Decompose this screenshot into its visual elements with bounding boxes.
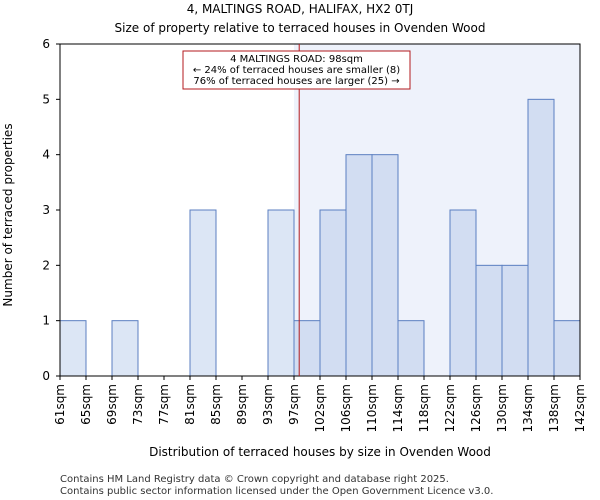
x-tick-label-142sqm: 142sqm xyxy=(573,384,587,432)
x-tick-label-102sqm: 102sqm xyxy=(313,384,327,432)
y-tick-label-3: 3 xyxy=(42,203,50,217)
x-tick-label-110sqm: 110sqm xyxy=(365,384,379,432)
bar-110sqm xyxy=(371,154,399,377)
annotation-line-1: 4 MALTINGS ROAD: 98sqm xyxy=(230,54,363,65)
x-tick-label-130sqm: 130sqm xyxy=(495,384,509,432)
x-tick-label-126sqm: 126sqm xyxy=(469,384,483,432)
x-tick-label-93sqm: 93sqm xyxy=(261,384,275,425)
bar-69sqm xyxy=(111,320,139,377)
x-tick-label-61sqm: 61sqm xyxy=(53,384,67,425)
y-tick-label-0: 0 xyxy=(42,369,50,383)
x-tick-label-118sqm: 118sqm xyxy=(417,384,431,432)
y-tick-label-6: 6 xyxy=(42,37,50,51)
footer-line-1: Contains HM Land Registry data © Crown c… xyxy=(60,474,449,485)
y-tick-label-2: 2 xyxy=(42,258,50,272)
bar-93sqm xyxy=(267,209,295,377)
bar-114sqm xyxy=(397,320,425,377)
x-tick-label-81sqm: 81sqm xyxy=(183,384,197,425)
annotation-line-3: 76% of terraced houses are larger (25) → xyxy=(193,76,399,87)
x-tick-label-85sqm: 85sqm xyxy=(209,384,223,425)
annotation-box xyxy=(182,50,411,90)
x-tick-label-65sqm: 65sqm xyxy=(79,384,93,425)
y-tick-label-5: 5 xyxy=(42,92,50,106)
x-tick-label-77sqm: 77sqm xyxy=(157,384,171,425)
y-axis-label: Number of terraced properties xyxy=(1,123,15,306)
x-tick-label-69sqm: 69sqm xyxy=(105,384,119,425)
x-tick-label-106sqm: 106sqm xyxy=(339,384,353,432)
x-tick-label-97sqm: 97sqm xyxy=(287,384,301,425)
footer-line-2: Contains public sector information licen… xyxy=(60,486,493,497)
bar-122sqm xyxy=(449,209,477,377)
chart-title: 4, MALTINGS ROAD, HALIFAX, HX2 0TJ xyxy=(187,2,414,16)
x-tick-label-89sqm: 89sqm xyxy=(235,384,249,425)
y-tick-label-1: 1 xyxy=(42,314,50,328)
bar-81sqm xyxy=(189,209,217,377)
x-tick-label-122sqm: 122sqm xyxy=(443,384,457,432)
bar-102sqm xyxy=(319,209,347,377)
x-tick-label-114sqm: 114sqm xyxy=(391,384,405,432)
bar-61sqm xyxy=(59,320,87,377)
bar-106sqm xyxy=(345,154,373,377)
x-tick-label-138sqm: 138sqm xyxy=(547,384,561,432)
plot-area: 0 1 2 3 4 5 6 61sqm 65sqm 69sqm 73sqm 77sqm 81sqm 85s… xyxy=(42,37,587,432)
bar-138sqm xyxy=(553,320,581,377)
bar-97sqm xyxy=(293,320,321,377)
chart-subtitle: Size of property relative to terraced ho… xyxy=(115,21,486,35)
bar-126sqm xyxy=(475,264,503,377)
annotation-line-2: ← 24% of terraced houses are smaller (8) xyxy=(193,65,400,76)
x-axis-label: Distribution of terraced houses by size … xyxy=(149,445,491,459)
y-tick-label-4: 4 xyxy=(42,148,50,162)
x-tick-label-134sqm: 134sqm xyxy=(521,384,535,432)
bar-134sqm xyxy=(527,98,555,377)
x-tick-label-73sqm: 73sqm xyxy=(131,384,145,425)
bar-130sqm xyxy=(501,264,529,377)
